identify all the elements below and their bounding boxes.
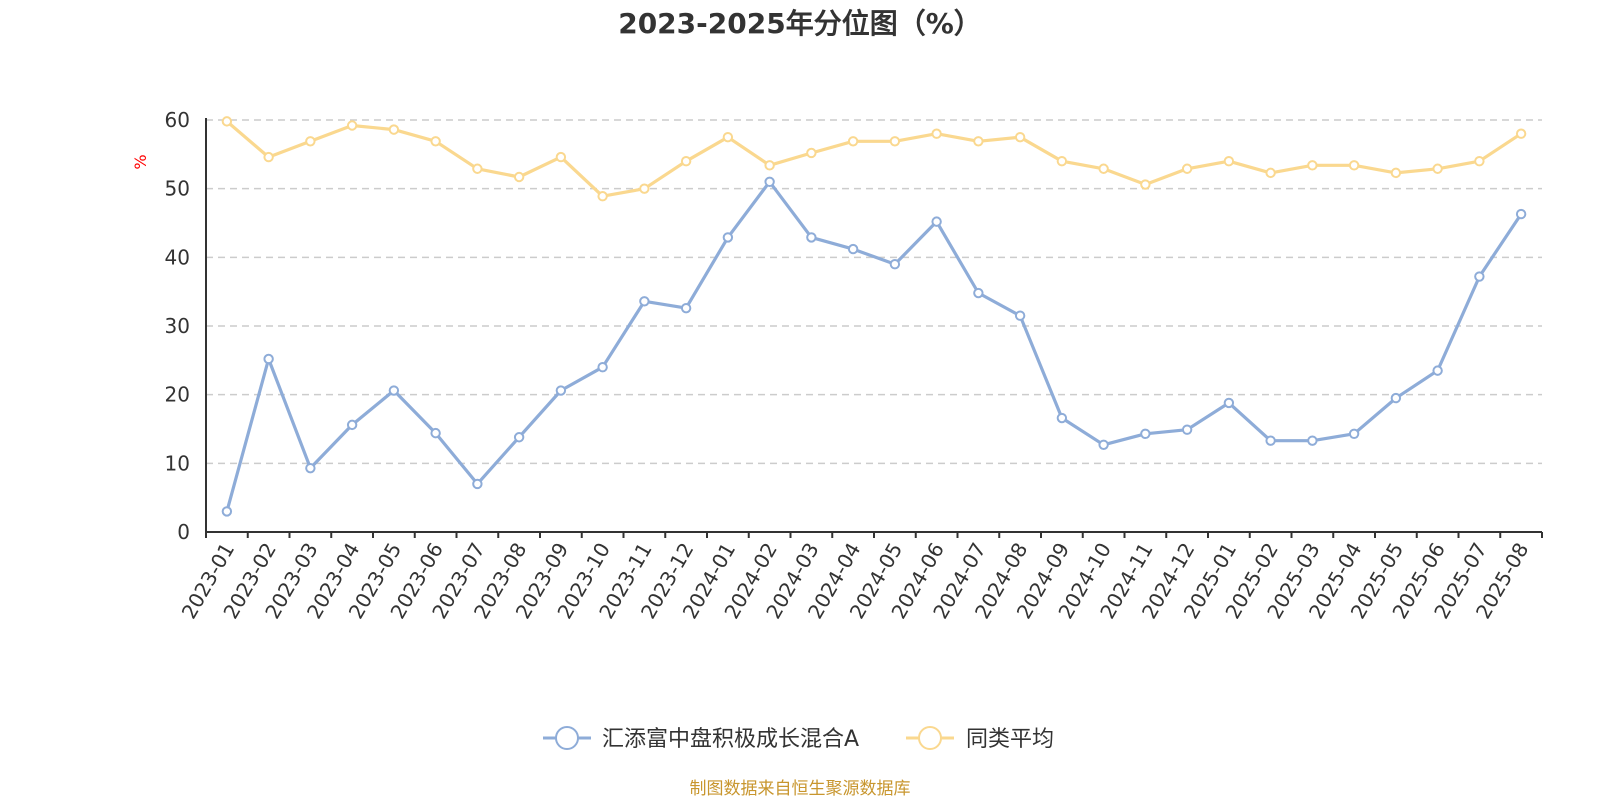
data-point	[555, 151, 567, 163]
series-line-2	[225, 120, 1522, 198]
data-point	[1348, 160, 1360, 171]
data-point	[1265, 435, 1276, 446]
data-point	[1474, 156, 1485, 167]
data-point	[931, 216, 942, 227]
data-source-note: 制图数据来自恒生聚源数据库	[690, 779, 911, 799]
data-point	[513, 171, 525, 183]
chart-title: 2023-2025年分位图（%）	[618, 7, 982, 40]
data-point	[806, 232, 817, 243]
data-point	[1265, 167, 1276, 179]
data-point	[1223, 156, 1235, 167]
data-point	[1140, 179, 1151, 190]
data-point	[764, 160, 775, 171]
legend-label: 同类平均	[966, 727, 1054, 752]
data-point	[430, 427, 441, 439]
data-point	[221, 116, 233, 127]
y-tick-label: 20	[165, 383, 190, 407]
axes: 01020304050602023-012023-022023-032023-0…	[165, 108, 1543, 623]
y-tick-label: 30	[165, 314, 190, 338]
data-point	[931, 128, 942, 139]
data-point	[639, 296, 650, 307]
legend-circle-marker	[918, 726, 942, 750]
data-point	[1014, 310, 1026, 321]
data-point	[1432, 365, 1443, 376]
data-point	[1056, 412, 1068, 424]
legend-item-1[interactable]: 汇添富中盘积极成长混合A	[543, 726, 859, 752]
data-point	[1474, 271, 1485, 282]
data-point	[973, 136, 984, 147]
data-point	[1390, 167, 1402, 179]
data-point	[1140, 428, 1151, 440]
data-point	[806, 147, 817, 159]
data-point	[346, 419, 358, 431]
y-tick-label: 60	[165, 108, 190, 132]
data-point	[597, 191, 608, 202]
data-point	[639, 183, 650, 194]
legend-label: 汇添富中盘积极成长混合A	[602, 727, 859, 752]
legend-item-2[interactable]: 同类平均	[906, 726, 1054, 752]
data-point	[1348, 428, 1360, 440]
data-point	[1515, 128, 1527, 139]
data-point	[221, 506, 233, 517]
data-point	[1390, 392, 1402, 404]
data-point	[973, 287, 984, 299]
data-point	[1056, 156, 1068, 167]
data-point	[263, 151, 274, 163]
data-point	[430, 136, 441, 147]
data-point	[722, 232, 734, 243]
y-tick-label: 0	[177, 520, 190, 544]
data-point	[1181, 163, 1193, 174]
data-point	[555, 385, 567, 396]
data-point	[1515, 208, 1527, 220]
data-point	[1014, 131, 1026, 143]
series-line-1	[225, 180, 1523, 512]
data-point	[388, 385, 400, 396]
legend: 汇添富中盘积极成长混合A 同类平均	[543, 726, 1054, 752]
data-point	[1098, 439, 1109, 450]
data-point	[680, 156, 692, 167]
legend-circle-marker	[555, 726, 579, 750]
data-point	[472, 478, 483, 490]
y-tick-label: 40	[165, 245, 190, 269]
data-point	[305, 136, 316, 147]
data-point	[764, 176, 775, 188]
y-tick-label: 10	[165, 451, 190, 475]
data-point	[388, 124, 400, 135]
data-point	[1098, 163, 1109, 174]
data-point	[847, 243, 859, 255]
grid-lines	[206, 119, 1542, 465]
data-point	[305, 462, 316, 474]
data-point	[722, 131, 734, 143]
data-point	[680, 302, 692, 314]
data-point	[889, 136, 901, 147]
data-point	[847, 136, 859, 147]
y-tick-label: 50	[165, 177, 190, 201]
data-point	[472, 163, 483, 174]
data-point	[1223, 397, 1235, 409]
data-point	[1307, 435, 1318, 446]
data-point	[346, 120, 358, 131]
data-point	[263, 353, 274, 365]
y-axis-unit-label: %	[131, 154, 150, 169]
data-point	[889, 259, 901, 270]
data-point	[1307, 160, 1318, 171]
data-point	[513, 432, 525, 443]
data-point	[1432, 163, 1443, 174]
series-lines	[221, 116, 1527, 517]
data-point	[1181, 424, 1193, 435]
data-point	[597, 362, 608, 373]
